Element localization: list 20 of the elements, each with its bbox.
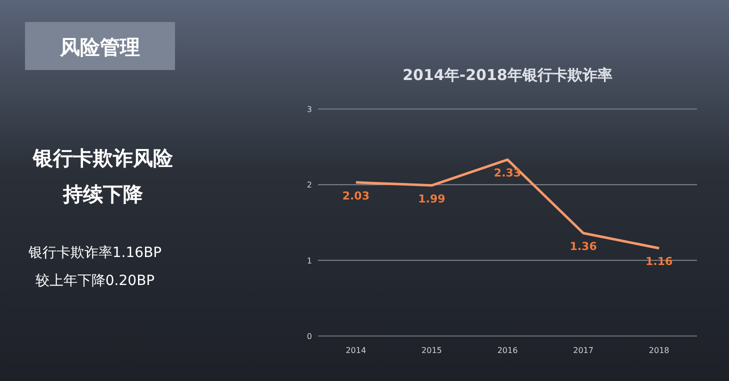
y-tick-label: 0 <box>306 332 312 341</box>
data-label: 2.33 <box>494 166 522 180</box>
x-tick-label: 2017 <box>573 346 594 355</box>
x-tick-label: 2014 <box>346 346 366 355</box>
y-tick-label: 2 <box>306 180 312 190</box>
x-tick-label: 2015 <box>422 346 442 355</box>
y-tick-label: 3 <box>306 105 312 114</box>
x-tick-label: 2016 <box>497 346 518 355</box>
chart-title: 2014年-2018年银行卡欺诈率 <box>402 66 612 84</box>
x-tick-label: 2018 <box>648 346 670 355</box>
text: 银行卡欺诈率1.16BP <box>27 245 162 261</box>
text: 风险管理 <box>59 35 140 59</box>
text: 银行卡欺诈风险 <box>32 146 174 170</box>
y-tick-label: 1 <box>306 256 312 266</box>
data-label: 1.99 <box>418 192 446 206</box>
data-label: 1.36 <box>570 240 598 254</box>
text: 较上年下降0.20BP <box>35 273 155 289</box>
data-label: 1.16 <box>646 255 674 268</box>
data-label: 2.03 <box>342 189 370 202</box>
text: 持续下降 <box>62 182 144 206</box>
